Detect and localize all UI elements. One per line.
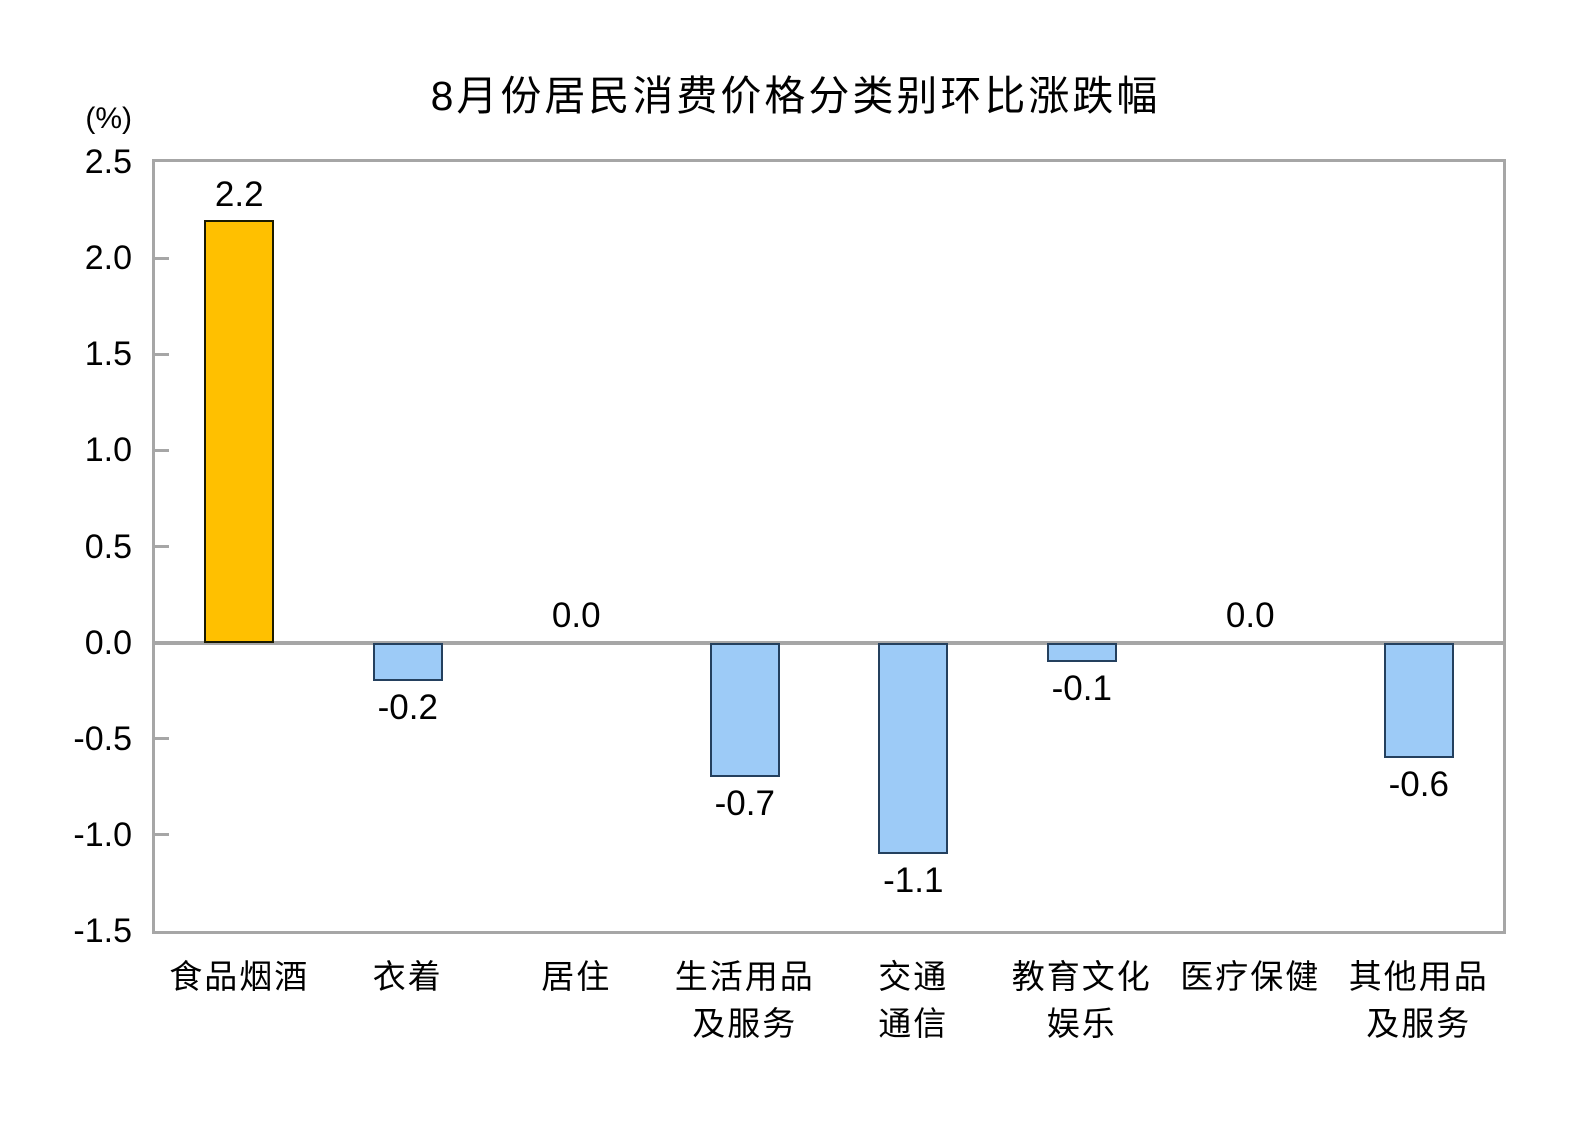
bar-5 — [1046, 642, 1117, 662]
y-tick-mark — [155, 833, 169, 837]
bar-value-label: 0.0 — [1225, 595, 1275, 635]
y-axis-unit-label: (%) — [85, 102, 132, 135]
x-category-label: 生活用品 及服务 — [674, 958, 815, 1042]
x-category-label: 居住 — [541, 958, 612, 995]
y-tick-label: 2.0 — [84, 239, 132, 278]
y-tick-mark — [155, 352, 169, 356]
x-category-label: 教育文化 娱乐 — [1011, 958, 1152, 1042]
y-tick-mark — [155, 448, 169, 452]
y-tick-label: 2.5 — [84, 143, 132, 181]
zero-baseline — [155, 640, 1503, 645]
bar-value-label: -0.6 — [1388, 764, 1449, 804]
bar-7 — [1383, 642, 1454, 758]
bar-value-label: -0.7 — [714, 784, 775, 824]
y-tick-mark — [155, 256, 169, 260]
y-tick-label: -1.5 — [73, 912, 132, 950]
bar-value-label: -0.1 — [1051, 668, 1112, 708]
bar-value-label: -1.1 — [883, 861, 944, 901]
bar-value-label: 2.2 — [214, 174, 264, 214]
y-tick-label: 1.5 — [84, 335, 132, 374]
y-tick-label: 0.5 — [84, 527, 132, 566]
y-tick-mark — [155, 545, 169, 548]
y-tick-label: -1.0 — [73, 815, 132, 854]
chart-title: 8月份居民消费价格分类别环比涨跌幅 — [430, 73, 1161, 119]
bar-value-label: 0.0 — [551, 595, 601, 635]
x-category-label: 医疗保健 — [1180, 958, 1321, 995]
plot-area: 2.2 食品烟酒 -0.2 衣着 0.0 居住 -0.7 生活用品 及服务 -1.1 交通 通信 -… — [155, 162, 1503, 1042]
bar-0 — [204, 219, 275, 643]
x-category-label: 食品烟酒 — [169, 958, 310, 995]
plot-frame — [152, 159, 1506, 934]
x-category-label: 其他用品 及服务 — [1348, 958, 1489, 1042]
bar-4 — [878, 642, 949, 855]
bar-1 — [372, 642, 443, 682]
x-category-label: 衣着 — [372, 958, 443, 995]
bar-value-label: -0.2 — [377, 688, 438, 728]
y-tick-label: 0.0 — [84, 623, 132, 662]
x-category-label: 交通 通信 — [878, 958, 949, 1042]
y-tick-label: -0.5 — [73, 719, 132, 758]
y-tick-label: 1.0 — [84, 431, 132, 470]
bar-3 — [709, 642, 780, 778]
y-tick-mark — [155, 737, 169, 741]
